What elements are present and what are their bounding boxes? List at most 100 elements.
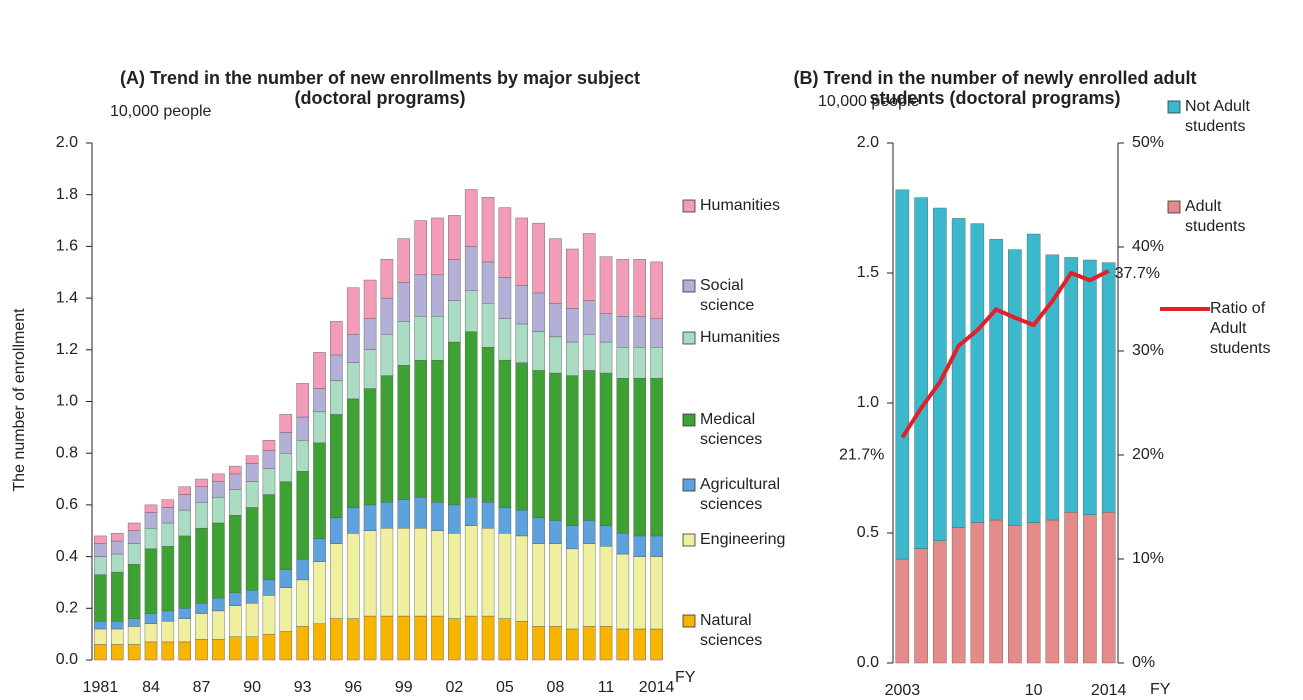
bar-segment xyxy=(1064,512,1078,664)
bar-segment xyxy=(363,615,377,661)
bar-segment xyxy=(464,496,478,526)
bar-segment xyxy=(633,259,646,317)
bar-segment xyxy=(566,375,579,526)
legend-label: Agricultural sciences xyxy=(700,476,781,513)
bar-segment xyxy=(279,631,293,661)
legend-marker xyxy=(682,331,696,345)
bar-segment xyxy=(951,218,966,528)
bar-segment xyxy=(330,380,343,415)
legend-label: Natural sciences xyxy=(700,612,763,649)
bar-segment xyxy=(296,471,309,560)
bar-segment xyxy=(582,626,596,661)
bar-segment xyxy=(650,261,663,319)
bar-segment xyxy=(296,383,309,418)
bar-segment xyxy=(397,499,411,529)
bar-segment xyxy=(178,618,191,643)
bar-segment xyxy=(161,507,175,524)
bar-segment xyxy=(582,300,596,335)
x-tick-label: 11 xyxy=(598,679,615,696)
bar-segment xyxy=(397,615,411,661)
bar-segment xyxy=(464,615,478,661)
bar-segment xyxy=(363,279,377,319)
y2-tick-label: 30% xyxy=(1132,342,1164,359)
bar-segment xyxy=(549,543,562,627)
bar-segment xyxy=(279,432,293,454)
bar-segment xyxy=(515,509,529,537)
bar-segment xyxy=(262,440,276,451)
bar-segment xyxy=(144,527,158,550)
bar-segment xyxy=(178,535,191,609)
bar-segment xyxy=(228,592,242,606)
bar-segment xyxy=(566,548,579,630)
legend-label: Social science xyxy=(700,277,755,314)
bar-segment xyxy=(245,602,259,637)
bar-segment xyxy=(532,626,545,661)
bar-segment xyxy=(498,359,512,508)
bar-segment xyxy=(397,365,411,500)
bar-segment xyxy=(178,509,191,537)
bar-segment xyxy=(498,507,512,534)
bar-segment xyxy=(549,238,562,304)
bar-segment xyxy=(566,248,579,309)
bar-segment xyxy=(245,455,259,464)
y-tick-label: 0.4 xyxy=(56,548,78,565)
bar-segment xyxy=(228,489,242,516)
bar-segment xyxy=(144,623,158,643)
bar-segment xyxy=(161,641,175,661)
bar-segment xyxy=(989,519,1003,664)
bar-segment xyxy=(448,341,461,506)
bar-segment xyxy=(397,238,411,283)
bar-segment xyxy=(1101,262,1116,513)
bar-segment xyxy=(1008,249,1022,526)
bar-segment xyxy=(363,349,377,389)
bar-segment xyxy=(498,318,512,361)
bar-segment xyxy=(431,359,444,503)
x-tick-label: 05 xyxy=(496,679,514,696)
legend-marker xyxy=(1167,200,1181,214)
x-tick-label: 90 xyxy=(243,679,261,696)
bar-segment xyxy=(1045,519,1060,664)
bar-segment xyxy=(914,197,928,549)
bar-segment xyxy=(515,535,529,622)
bar-segment xyxy=(464,525,478,617)
bar-segment xyxy=(144,613,158,625)
y-tick-label: 0.0 xyxy=(56,651,78,668)
x-tick-label: 93 xyxy=(294,679,312,696)
bar-segment xyxy=(616,315,630,348)
bar-segment xyxy=(144,548,158,614)
bar-segment xyxy=(414,615,427,661)
bar-segment xyxy=(448,215,461,260)
legend-label: Ratio of Adult students xyxy=(1210,300,1271,357)
bar-segment xyxy=(111,533,124,542)
legend-marker xyxy=(682,614,696,628)
x-tick-label: 99 xyxy=(395,679,413,696)
unit-label: 10,000 people xyxy=(110,103,212,120)
bar-segment xyxy=(414,315,427,361)
bar-segment xyxy=(313,561,326,625)
bar-segment xyxy=(431,217,444,276)
y-tick-label: 2.0 xyxy=(56,134,78,151)
bar-segment xyxy=(296,579,309,627)
bar-segment xyxy=(498,618,512,661)
bar-segment xyxy=(895,558,910,664)
bar-segment xyxy=(599,525,613,547)
bar-segment xyxy=(245,481,259,508)
bar-segment xyxy=(549,626,562,661)
bar-segment xyxy=(178,641,191,661)
x-tick-label: 08 xyxy=(547,679,565,696)
unit-label: 10,000 people xyxy=(818,93,920,110)
x-axis-label: FY xyxy=(675,669,696,686)
bar-segment xyxy=(481,303,495,348)
bar-segment xyxy=(313,538,326,562)
legend-label: Not Adult students xyxy=(1185,98,1250,135)
bar-segment xyxy=(498,533,512,619)
bar-segment xyxy=(330,543,343,619)
bar-segment xyxy=(481,502,495,529)
bar-segment xyxy=(582,370,596,521)
bar-segment xyxy=(330,354,343,382)
x-tick-label: 2003 xyxy=(885,682,921,699)
bar-segment xyxy=(989,238,1003,521)
bar-segment xyxy=(566,628,579,661)
legend-marker xyxy=(1167,100,1181,114)
